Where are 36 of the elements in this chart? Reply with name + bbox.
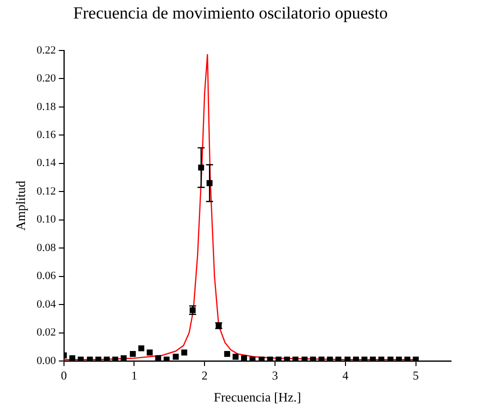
y-tick-label: 0.22 [36,44,56,56]
y-tick-label: 0.10 [36,214,56,226]
point [318,356,324,361]
y-tick-label: 0.00 [36,354,56,367]
point [224,350,230,357]
x-tick-label: 5 [412,368,419,382]
y-tick-label: 0.06 [36,270,56,282]
point [130,350,136,357]
x-tick-label: 2 [202,368,208,382]
y-tick-label: 0.18 [36,100,56,113]
point [69,355,76,361]
chart-title: Frecuencia de movimiento oscilatorio opuesto [73,4,388,23]
y-tick-label: 0.08 [36,242,56,254]
point [120,355,127,361]
point [181,350,188,356]
x-tick-label: 1 [131,368,138,382]
y-tick-label: 0.16 [36,129,56,141]
y-tick-label: 0.12 [36,185,56,198]
point [146,350,153,356]
point [353,356,359,361]
y-tick-label: 0.02 [36,326,56,339]
point [250,356,256,361]
x-tick-label: 0 [60,368,67,382]
y-tick-label: 0.14 [36,157,56,170]
point [284,356,290,361]
point [344,356,350,361]
x-tick-label: 3 [272,368,278,382]
x-axis-title: Frecuencia [Hz.] [214,390,302,405]
y-tick-label: 0.04 [36,298,56,310]
point [155,355,162,361]
y-tick-label: 0.20 [36,72,56,85]
y-axis-title: Amplitud [13,180,28,231]
point [241,355,248,361]
point [232,354,239,360]
point [138,345,144,352]
x-tick-label: 4 [342,368,348,382]
